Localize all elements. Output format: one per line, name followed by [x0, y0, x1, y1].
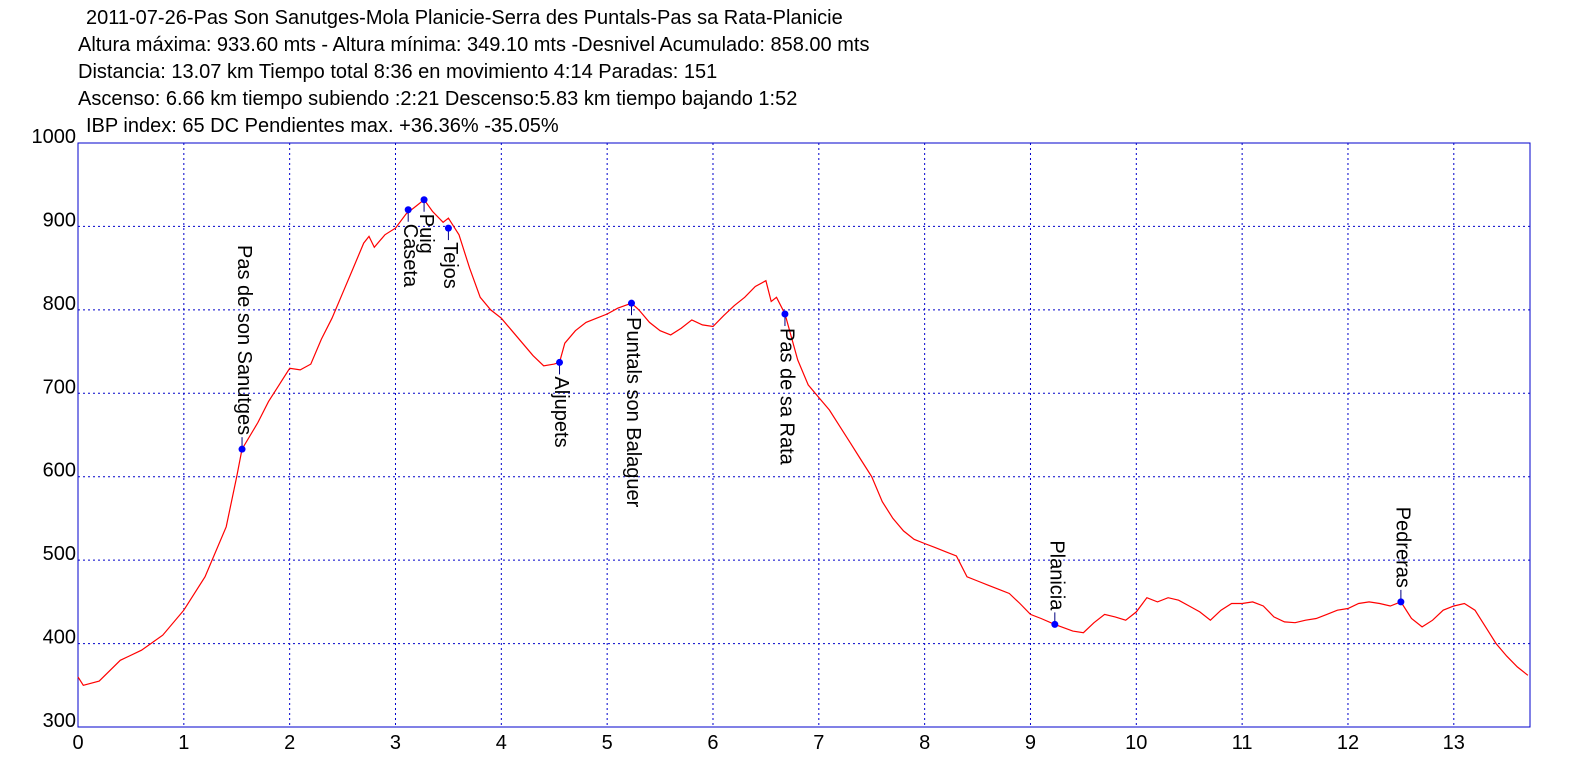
title-line: 2011-07-26-Pas Son Sanutges-Mola Planici…	[86, 7, 843, 29]
x-tick-label: 12	[1337, 732, 1359, 754]
x-tick-label: 0	[72, 732, 83, 754]
annotation-label: Pas de son Sanutges	[233, 245, 255, 435]
annotation-point	[1397, 598, 1405, 606]
x-tick-label: 7	[813, 732, 824, 754]
plot-frame	[77, 142, 1531, 728]
annotation-point	[627, 299, 635, 307]
title-line: Altura máxima: 933.60 mts - Altura mínim…	[78, 34, 869, 56]
y-tick-label: 700	[43, 376, 76, 398]
x-tick-label: 13	[1443, 732, 1465, 754]
annotation-point	[404, 206, 412, 214]
x-tick-label: 9	[1025, 732, 1036, 754]
annotation-label: Planicia	[1046, 540, 1068, 611]
x-tick-label: 11	[1232, 732, 1253, 754]
y-tick-label: 900	[43, 209, 76, 231]
annotation-label: Tejos	[439, 242, 461, 289]
annotation-point	[781, 310, 789, 318]
x-tick-label: 8	[919, 732, 930, 754]
x-tick-label: 10	[1125, 732, 1147, 754]
annotation-point	[556, 358, 564, 366]
title-line: Distancia: 13.07 km Tiempo total 8:36 en…	[78, 61, 717, 83]
x-tick-label: 5	[602, 732, 613, 754]
annotation-label: Puntals son Balaguer	[622, 317, 644, 507]
annotation-label: Puig	[415, 214, 437, 254]
annotation-point	[1051, 620, 1059, 628]
annotation-label: Pas de sa Rata	[776, 328, 798, 466]
annotation-point	[444, 224, 452, 232]
y-tick-label: 500	[43, 543, 76, 565]
y-tick-label: 600	[43, 460, 76, 482]
elevation-line	[77, 198, 1529, 686]
annotation-point	[420, 196, 428, 204]
title-line: Ascenso: 6.66 km tiempo subiendo :2:21 D…	[78, 88, 797, 110]
x-tick-label: 1	[178, 732, 189, 754]
y-tick-label: 800	[43, 293, 76, 315]
title-line: IBP index: 65 DC Pendientes max. +36.36%…	[86, 115, 559, 137]
x-tick-label: 2	[284, 732, 295, 754]
x-tick-label: 4	[496, 732, 507, 754]
annotation-label: Pedreras	[1392, 507, 1414, 588]
x-tick-label: 6	[707, 732, 718, 754]
x-tick-label: 3	[390, 732, 401, 754]
y-tick-label: 400	[43, 627, 76, 649]
annotation-point	[238, 445, 246, 453]
annotation-label: Caseta	[399, 224, 421, 288]
annotation-label: Aljupets	[550, 376, 572, 447]
y-tick-label: 300	[43, 710, 76, 732]
y-tick-label: 1000	[32, 126, 77, 148]
